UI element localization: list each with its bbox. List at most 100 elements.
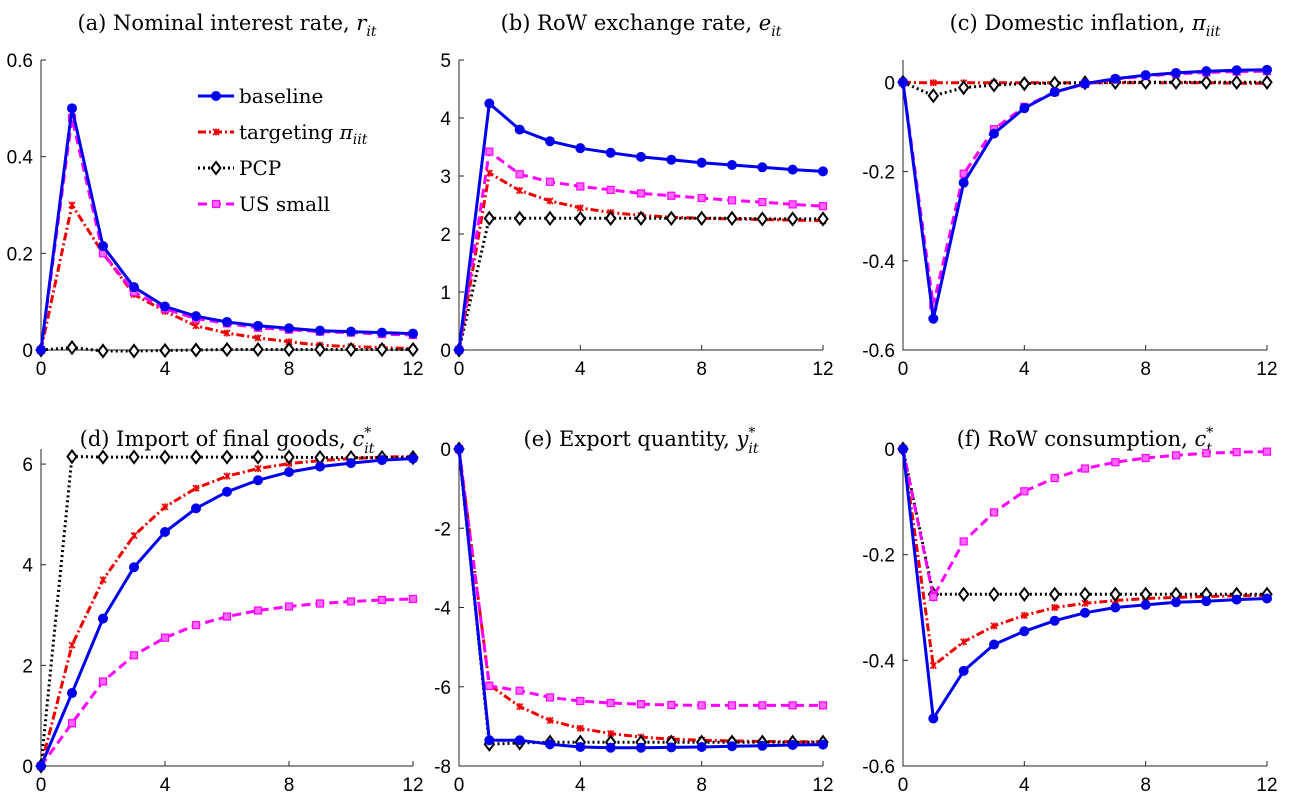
- legend: baseline targeting πiit PCP US small: [198, 84, 368, 216]
- data-point: [485, 169, 493, 177]
- series-baseline: [898, 64, 1272, 324]
- data-point: [252, 341, 264, 358]
- data-point: [1140, 599, 1151, 610]
- y-tick-label: 0.4: [7, 148, 34, 169]
- data-point: [315, 599, 325, 608]
- x-tick-label: 4: [160, 775, 171, 796]
- panel-title: (b) RoW exchange rate, eit: [501, 11, 782, 40]
- data-point: [222, 486, 232, 497]
- panel-title: (a) Nominal interest rate, rit: [77, 11, 376, 40]
- data-point: [665, 210, 678, 227]
- legend-label: PCP: [239, 156, 281, 180]
- data-point: [695, 210, 708, 227]
- data-point: [696, 157, 707, 168]
- data-point: [928, 713, 939, 724]
- x-tick-label: 0: [454, 359, 465, 380]
- data-point: [697, 701, 706, 710]
- series-us-small: [454, 147, 828, 355]
- y-tick-label: 5: [440, 51, 451, 72]
- data-point: [989, 508, 999, 517]
- data-point: [407, 341, 419, 358]
- data-point: [159, 449, 171, 465]
- data-point: [1080, 464, 1090, 473]
- data-point: [697, 193, 706, 203]
- data-point: [636, 742, 646, 753]
- data-point: [1019, 626, 1030, 637]
- data-point: [1048, 586, 1061, 602]
- series-line: [901, 448, 1268, 720]
- y-tick-label: -0.2: [862, 546, 895, 567]
- series-baseline: [454, 98, 828, 355]
- series-baseline: [36, 453, 418, 771]
- series-line: [457, 448, 823, 744]
- panel-title: (e) Export quantity, y* it: [524, 425, 759, 457]
- data-point: [346, 326, 356, 337]
- data-point: [667, 191, 676, 200]
- data-point: [1232, 448, 1241, 457]
- data-point: [254, 465, 262, 473]
- panel-title: (d) Import of final goods, c* it: [80, 425, 375, 457]
- axes-frame: [458, 60, 823, 351]
- data-point: [1231, 594, 1242, 605]
- y-tick-label: 4: [22, 556, 33, 577]
- data-point: [727, 741, 737, 752]
- data-point: [191, 311, 201, 322]
- x-tick-label: 0: [898, 359, 909, 380]
- data-point: [1201, 596, 1212, 607]
- data-point: [1080, 78, 1090, 89]
- data-point: [636, 189, 646, 198]
- y-tick-label: 0: [884, 440, 895, 461]
- x-tick-label: 12: [812, 775, 833, 796]
- x-tick-label: 0: [898, 775, 909, 796]
- y-tick-label: 0: [440, 341, 451, 362]
- y-tick-label: 0: [22, 757, 33, 778]
- series-us-small: [898, 444, 1272, 602]
- data-point: [696, 741, 707, 752]
- data-point: [128, 449, 140, 465]
- data-point: [1111, 458, 1120, 467]
- data-point: [545, 693, 555, 702]
- data-point: [484, 98, 495, 109]
- data-point: [574, 210, 587, 227]
- y-tick-label: 0.2: [7, 244, 33, 265]
- data-point: [345, 341, 357, 358]
- y-tick-label: 0: [440, 440, 451, 461]
- panel-title: (c) Domestic inflation, πiit: [950, 11, 1221, 40]
- data-point: [1171, 451, 1181, 460]
- panel-e: (e) Export quantity, y* it 0 4 8 12 -8 -6 -4 -2 0: [434, 425, 833, 796]
- data-point: [1109, 586, 1122, 602]
- series-pcp: [453, 210, 829, 358]
- data-point: [68, 641, 76, 649]
- data-point: [66, 448, 78, 465]
- data-point: [254, 334, 262, 342]
- data-point: [129, 651, 139, 660]
- data-point: [1262, 447, 1272, 456]
- x-tick-label: 4: [160, 359, 171, 380]
- data-point: [67, 688, 77, 699]
- legend-label: targeting πiit: [239, 120, 368, 148]
- data-point: [1202, 449, 1211, 458]
- data-point: [1020, 611, 1028, 619]
- data-point: [576, 182, 585, 191]
- data-point: [67, 719, 77, 728]
- y-tick-label: -0.6: [862, 757, 895, 778]
- y-tick-label: 0: [22, 341, 33, 362]
- series-baseline: [454, 444, 828, 753]
- data-point: [1201, 66, 1212, 77]
- data-point: [97, 449, 109, 465]
- data-point: [666, 154, 677, 165]
- data-point: [514, 735, 525, 746]
- data-point: [898, 444, 908, 454]
- series-baseline: [898, 444, 1272, 724]
- data-point: [1020, 487, 1029, 496]
- series-line: [39, 455, 413, 767]
- series-line: [457, 102, 824, 351]
- series-line: [457, 448, 823, 746]
- y-tick-label: 4: [440, 109, 451, 130]
- x-tick-label: 12: [1256, 359, 1277, 380]
- data-point: [284, 467, 294, 478]
- data-point: [223, 329, 231, 337]
- series-us-small: [36, 594, 418, 771]
- x-tick-label: 8: [284, 359, 295, 380]
- data-point: [253, 320, 263, 331]
